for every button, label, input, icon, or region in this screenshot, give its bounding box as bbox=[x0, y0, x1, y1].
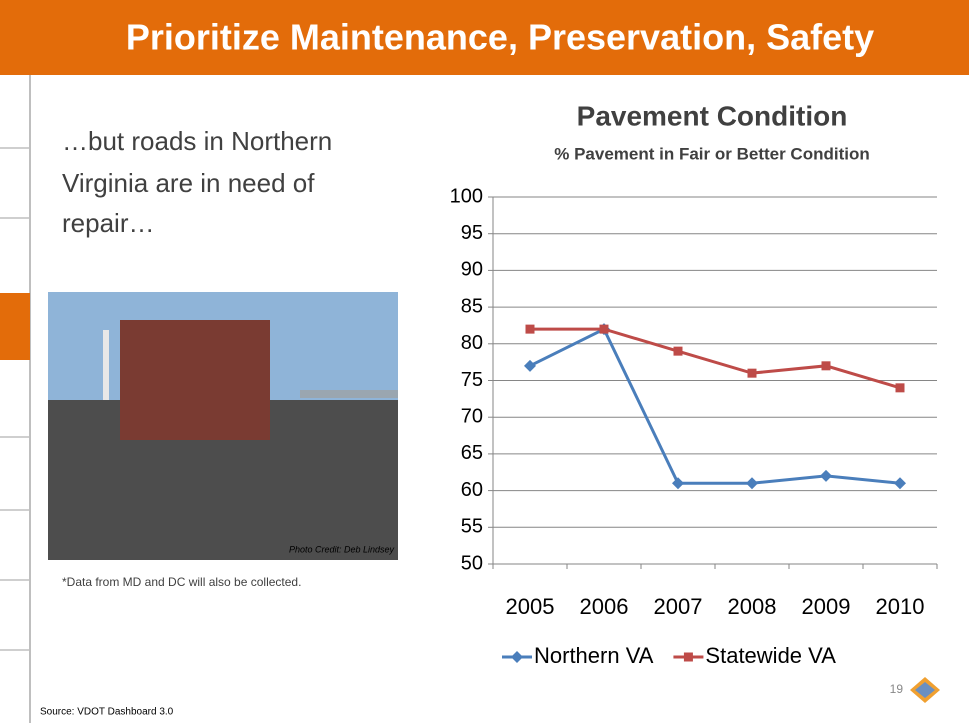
y-tick-label: 70 bbox=[461, 405, 483, 427]
data-point bbox=[747, 368, 757, 378]
y-tick-label: 75 bbox=[461, 369, 483, 391]
data-point bbox=[821, 361, 831, 371]
y-tick-label: 55 bbox=[461, 516, 483, 538]
legend-marker bbox=[511, 651, 523, 663]
y-tick-label: 60 bbox=[461, 479, 483, 501]
margin-block bbox=[0, 293, 30, 360]
chart-subtitle: % Pavement in Fair or Better Condition bbox=[554, 144, 870, 163]
data-point bbox=[525, 324, 535, 334]
y-tick-label: 100 bbox=[450, 185, 483, 207]
x-tick-label: 2008 bbox=[728, 594, 777, 619]
data-point bbox=[673, 346, 683, 356]
data-point bbox=[524, 359, 536, 372]
data-point bbox=[894, 477, 906, 490]
x-tick-label: 2009 bbox=[802, 594, 851, 619]
note: *Data from MD and DC will also be collec… bbox=[62, 575, 301, 589]
legend-label: Northern VA bbox=[534, 643, 654, 668]
x-tick-label: 2007 bbox=[654, 594, 703, 619]
logo bbox=[910, 677, 940, 703]
y-tick-label: 85 bbox=[461, 295, 483, 317]
title-bar-left bbox=[0, 0, 30, 75]
body-text: Virginia are in need of bbox=[62, 168, 315, 198]
slide-title: Prioritize Maintenance, Preservation, Sa… bbox=[126, 17, 874, 58]
y-tick-label: 95 bbox=[461, 222, 483, 244]
data-point bbox=[820, 469, 832, 482]
photo-credit: Photo Credit: Deb Lindsey bbox=[289, 544, 395, 554]
photo bbox=[48, 292, 398, 560]
x-tick-label: 2010 bbox=[876, 594, 925, 619]
x-tick-label: 2005 bbox=[506, 594, 555, 619]
y-tick-label: 80 bbox=[461, 332, 483, 354]
margin-ticks bbox=[0, 147, 30, 651]
legend-label: Statewide VA bbox=[705, 643, 836, 668]
x-tick-label: 2006 bbox=[580, 594, 629, 619]
series-line bbox=[529, 327, 901, 485]
body-text: repair… bbox=[62, 208, 154, 238]
y-tick-label: 65 bbox=[461, 442, 483, 464]
data-point bbox=[599, 324, 609, 334]
title-bar bbox=[30, 0, 969, 75]
y-tick-label: 90 bbox=[461, 259, 483, 281]
series-line bbox=[530, 327, 901, 390]
y-tick-label: 50 bbox=[461, 552, 483, 574]
page-number: 19 bbox=[890, 682, 904, 696]
body-text: …but roads in Northern bbox=[62, 126, 332, 156]
legend-marker bbox=[683, 652, 693, 662]
data-point bbox=[746, 477, 758, 490]
data-point bbox=[895, 383, 905, 393]
data-point bbox=[672, 477, 684, 490]
chart-title: Pavement Condition bbox=[577, 100, 848, 131]
source: Source: VDOT Dashboard 3.0 bbox=[40, 707, 174, 718]
